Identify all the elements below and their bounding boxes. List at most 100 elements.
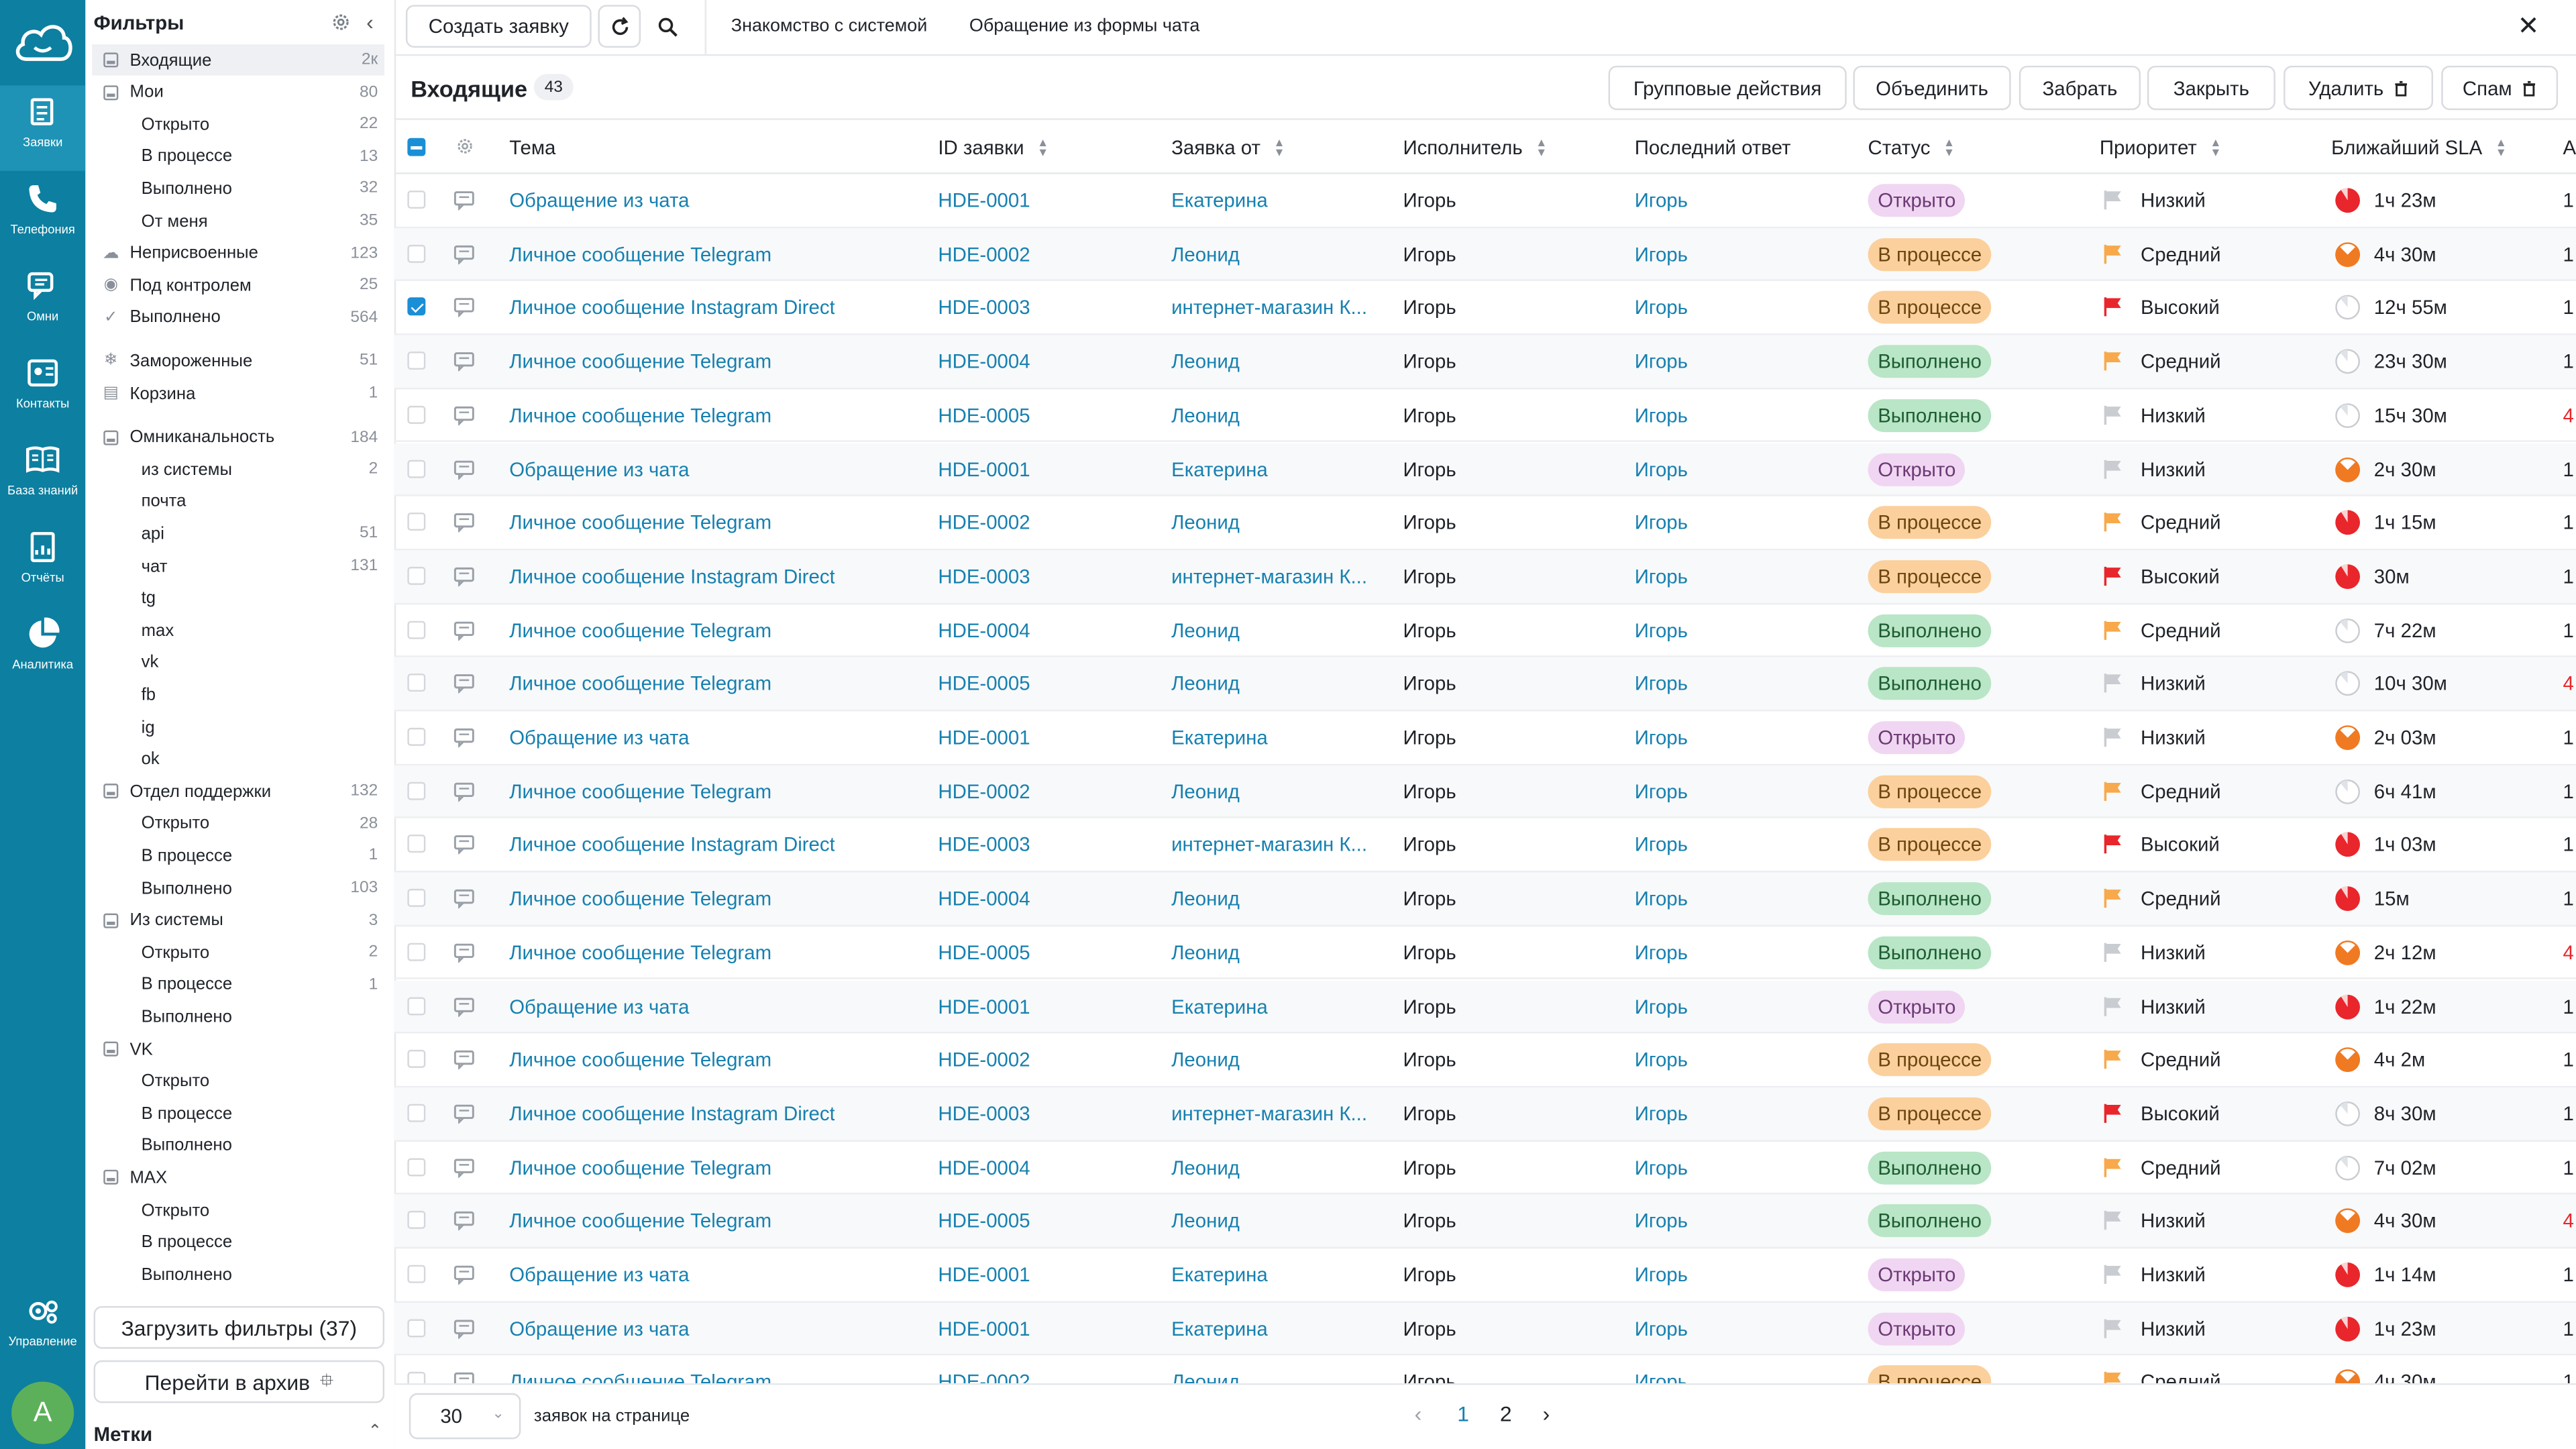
columns-settings-icon[interactable] — [455, 136, 474, 156]
filter-item[interactable]: vk — [92, 647, 384, 678]
filter-item[interactable]: В процессе 13 — [92, 141, 384, 172]
last-reply-link[interactable]: Игорь — [1634, 726, 1688, 749]
filter-item[interactable]: В процессе 1 — [92, 969, 384, 1000]
close-icon[interactable]: ✕ — [2507, 5, 2550, 48]
ticket-subject-link[interactable]: Обращение из чата — [509, 1263, 690, 1287]
filter-item[interactable]: Мои 80 — [92, 76, 384, 108]
delete-button[interactable]: Удалить — [2284, 65, 2433, 111]
filter-item[interactable]: Открыто — [92, 1194, 384, 1226]
row-checkbox[interactable] — [407, 352, 426, 370]
group-actions-button[interactable]: Групповые действия — [1608, 65, 1847, 111]
go-to-archive-button[interactable]: Перейти в архив ⯐ — [93, 1360, 385, 1403]
last-reply-link[interactable]: Игорь — [1634, 189, 1688, 212]
ticket-id-link[interactable]: HDE-0004 — [938, 887, 1030, 910]
last-reply-link[interactable]: Игорь — [1634, 619, 1688, 642]
page-1[interactable]: 1 — [1457, 1401, 1469, 1426]
ticket-subject-link[interactable]: Личное сообщение Telegram — [509, 887, 772, 910]
ticket-id-link[interactable]: HDE-0004 — [938, 350, 1030, 374]
create-ticket-button[interactable]: Создать заявку — [405, 5, 592, 48]
ticket-id-link[interactable]: HDE-0002 — [938, 1048, 1030, 1072]
ticket-subject-link[interactable]: Личное сообщение Instagram Direct — [509, 565, 835, 588]
table-row[interactable]: Личное сообщение Telegram HDE-0005 Леонид И… — [394, 657, 2576, 712]
merge-button[interactable]: Объединить — [1853, 65, 2011, 111]
ticket-subject-link[interactable]: Личное сообщение Telegram — [509, 403, 772, 427]
table-row[interactable]: Обращение из чата HDE-0001 Екатерина Игорь И… — [394, 174, 2576, 228]
table-row[interactable]: Личное сообщение Instagram Direct HDE-000… — [394, 819, 2576, 873]
ticket-id-link[interactable]: HDE-0005 — [938, 941, 1030, 965]
column-subject[interactable]: Тема — [509, 136, 556, 160]
ticket-subject-link[interactable]: Личное сообщение Telegram — [509, 672, 772, 696]
table-row[interactable]: Личное сообщение Telegram HDE-0005 Леонид И… — [394, 1195, 2576, 1249]
filter-item[interactable]: Открыто 28 — [92, 808, 384, 839]
column-assignee[interactable]: Исполнитель ▲ ▼ — [1403, 136, 1547, 159]
row-checkbox[interactable] — [407, 727, 426, 746]
table-row[interactable]: Обращение из чата HDE-0001 Екатерина Игорь И… — [394, 443, 2576, 497]
filter-item[interactable]: Отдел поддержки 132 — [92, 775, 384, 807]
ticket-from-link[interactable]: Екатерина — [1171, 1317, 1268, 1340]
last-reply-link[interactable]: Игорь — [1634, 1263, 1688, 1287]
ticket-id-link[interactable]: HDE-0005 — [938, 403, 1030, 427]
table-row[interactable]: Личное сообщение Telegram HDE-0004 Леонид И… — [394, 335, 2576, 389]
ticket-subject-link[interactable]: Личное сообщение Telegram — [509, 1210, 772, 1233]
filter-item[interactable]: VK — [92, 1033, 384, 1065]
table-row[interactable]: Личное сообщение Telegram HDE-0002 Леонид И… — [394, 1356, 2576, 1384]
ticket-id-link[interactable]: HDE-0005 — [938, 1210, 1030, 1233]
ticket-from-link[interactable]: Екатерина — [1171, 1263, 1268, 1287]
filter-item[interactable]: Выполнено — [92, 1258, 384, 1290]
row-checkbox[interactable] — [407, 405, 426, 424]
ticket-id-link[interactable]: HDE-0002 — [938, 511, 1030, 535]
ticket-subject-link[interactable]: Личное сообщение Telegram — [509, 242, 772, 266]
ticket-from-link[interactable]: интернет-магазин К... — [1171, 1102, 1367, 1126]
ticket-subject-link[interactable]: Личное сообщение Instagram Direct — [509, 833, 835, 857]
rail-item-analytics[interactable]: Аналитика — [0, 608, 85, 693]
table-row[interactable]: Обращение из чата HDE-0001 Екатерина Игорь И… — [394, 1248, 2576, 1303]
ticket-from-link[interactable]: Екатерина — [1171, 189, 1268, 212]
last-reply-link[interactable]: Игорь — [1634, 350, 1688, 374]
column-last-reply[interactable]: Последний ответ — [1634, 136, 1791, 160]
per-page-select[interactable]: 30 ⌄ — [409, 1393, 521, 1440]
table-row[interactable]: Личное сообщение Telegram HDE-0002 Леонид И… — [394, 227, 2576, 282]
table-row[interactable]: Личное сообщение Instagram Direct HDE-000… — [394, 282, 2576, 335]
filter-item[interactable]: Входящие 2к — [92, 44, 385, 76]
sort-icon[interactable]: ▲ ▼ — [2210, 138, 2222, 160]
table-row[interactable]: Личное сообщение Telegram HDE-0002 Леонид И… — [394, 765, 2576, 819]
ticket-id-link[interactable]: HDE-0001 — [938, 726, 1030, 749]
ticket-id-link[interactable]: HDE-0004 — [938, 619, 1030, 642]
ticket-subject-link[interactable]: Личное сообщение Instagram Direct — [509, 296, 835, 320]
ticket-subject-link[interactable]: Личное сообщение Telegram — [509, 1371, 772, 1384]
ticket-id-link[interactable]: HDE-0002 — [938, 242, 1030, 266]
filter-item[interactable]: max — [92, 614, 384, 646]
row-checkbox[interactable] — [407, 459, 426, 478]
ticket-from-link[interactable]: Леонид — [1171, 1048, 1240, 1072]
last-reply-link[interactable]: Игорь — [1634, 1048, 1688, 1072]
ticket-from-link[interactable]: Леонид — [1171, 941, 1240, 965]
ticket-from-link[interactable]: Леонид — [1171, 1156, 1240, 1179]
select-all-checkbox[interactable] — [407, 138, 426, 156]
filter-item[interactable]: Выполнено — [92, 1130, 384, 1161]
sort-icon[interactable]: ▲ ▼ — [1273, 138, 1285, 160]
filter-item[interactable]: чат 131 — [92, 550, 384, 582]
tab-chat-form[interactable]: Обращение из формы чата — [969, 16, 1200, 36]
last-reply-link[interactable]: Игорь — [1634, 941, 1688, 965]
ticket-subject-link[interactable]: Личное сообщение Instagram Direct — [509, 1102, 835, 1126]
ticket-from-link[interactable]: Леонид — [1171, 511, 1240, 535]
last-reply-link[interactable]: Игорь — [1634, 1317, 1688, 1340]
filter-item[interactable]: В процессе — [92, 1226, 384, 1258]
ticket-id-link[interactable]: HDE-0001 — [938, 994, 1030, 1018]
row-checkbox[interactable] — [407, 674, 426, 692]
ticket-subject-link[interactable]: Обращение из чата — [509, 1317, 690, 1340]
prev-page-icon[interactable]: ‹ — [1414, 1401, 1422, 1426]
row-checkbox[interactable] — [407, 996, 426, 1015]
last-reply-link[interactable]: Игорь — [1634, 994, 1688, 1018]
ticket-id-link[interactable]: HDE-0003 — [938, 565, 1030, 588]
sort-icon[interactable]: ▲ ▼ — [1536, 138, 1548, 160]
table-row[interactable]: Личное сообщение Telegram HDE-0004 Леонид И… — [394, 872, 2576, 926]
filter-item[interactable]: из системы 2 — [92, 453, 384, 485]
table-row[interactable]: Личное сообщение Telegram HDE-0004 Леонид И… — [394, 1141, 2576, 1195]
ticket-id-link[interactable]: HDE-0002 — [938, 1371, 1030, 1384]
filter-item[interactable]: Выполнено 103 — [92, 872, 384, 904]
ticket-subject-link[interactable]: Личное сообщение Telegram — [509, 1048, 772, 1072]
labels-section-title[interactable]: Метки — [93, 1422, 153, 1446]
row-checkbox[interactable] — [407, 1050, 426, 1069]
ticket-id-link[interactable]: HDE-0003 — [938, 833, 1030, 857]
